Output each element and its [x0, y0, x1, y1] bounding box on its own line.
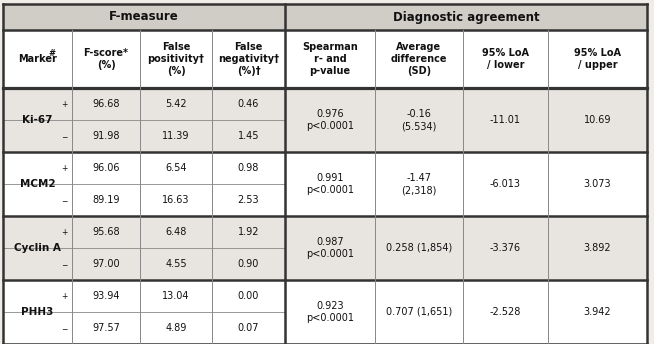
Text: 1.92: 1.92: [238, 227, 259, 237]
Text: 0.258 (1,854): 0.258 (1,854): [386, 243, 452, 253]
Text: -3.376: -3.376: [490, 243, 521, 253]
Text: 6.48: 6.48: [165, 227, 186, 237]
Bar: [3, 280, 647, 344]
Text: 97.57: 97.57: [92, 323, 120, 333]
Bar: [3, 4, 647, 30]
Bar: [3, 30, 647, 88]
Text: 0.90: 0.90: [238, 259, 259, 269]
Bar: [3, 216, 647, 280]
Text: 0.46: 0.46: [238, 99, 259, 109]
Text: 11.39: 11.39: [162, 131, 190, 141]
Text: -2.528: -2.528: [490, 307, 521, 317]
Text: 16.63: 16.63: [162, 195, 190, 205]
Text: 4.89: 4.89: [165, 323, 186, 333]
Text: Average
difference
(SD): Average difference (SD): [390, 42, 447, 76]
Bar: [3, 88, 647, 152]
Text: −: −: [61, 133, 68, 142]
Text: 0.991
p<0.0001: 0.991 p<0.0001: [306, 173, 354, 195]
Text: +: +: [61, 292, 68, 301]
Text: 3.892: 3.892: [583, 243, 611, 253]
Text: Diagnostic agreement: Diagnostic agreement: [392, 11, 540, 23]
Text: 91.98: 91.98: [92, 131, 120, 141]
Text: 0.923
p<0.0001: 0.923 p<0.0001: [306, 301, 354, 323]
Text: 96.06: 96.06: [92, 163, 120, 173]
Text: 95.68: 95.68: [92, 227, 120, 237]
Text: -6.013: -6.013: [490, 179, 521, 189]
Text: Cyclin A: Cyclin A: [14, 243, 61, 253]
Text: F-score*
(%): F-score* (%): [84, 48, 128, 70]
Text: 4.55: 4.55: [165, 259, 187, 269]
Text: −: −: [61, 325, 68, 334]
Text: 3.942: 3.942: [583, 307, 611, 317]
Text: 0.987
p<0.0001: 0.987 p<0.0001: [306, 237, 354, 259]
Text: #: #: [48, 49, 55, 57]
Text: False
positivity†
(%): False positivity† (%): [148, 42, 205, 76]
Text: 93.94: 93.94: [92, 291, 120, 301]
Text: 0.07: 0.07: [238, 323, 259, 333]
Text: 2.53: 2.53: [237, 195, 260, 205]
Text: 13.04: 13.04: [162, 291, 190, 301]
Text: 0.707 (1,651): 0.707 (1,651): [386, 307, 452, 317]
Text: Marker: Marker: [18, 54, 57, 64]
Bar: [3, 152, 647, 216]
Text: −: −: [61, 261, 68, 270]
Text: +: +: [61, 164, 68, 173]
Text: -11.01: -11.01: [490, 115, 521, 125]
Text: -1.47
(2,318): -1.47 (2,318): [402, 173, 437, 195]
Text: 6.54: 6.54: [165, 163, 187, 173]
Text: 0.98: 0.98: [238, 163, 259, 173]
Text: Ki-67: Ki-67: [22, 115, 53, 125]
Text: 97.00: 97.00: [92, 259, 120, 269]
Text: Spearman
r- and
p-value: Spearman r- and p-value: [302, 42, 358, 76]
Text: 0.976
p<0.0001: 0.976 p<0.0001: [306, 109, 354, 131]
Text: +: +: [61, 228, 68, 237]
Text: 10.69: 10.69: [584, 115, 611, 125]
Text: 89.19: 89.19: [92, 195, 120, 205]
Text: 1.45: 1.45: [238, 131, 259, 141]
Text: MCM2: MCM2: [20, 179, 56, 189]
Text: −: −: [61, 197, 68, 206]
Text: PHH3: PHH3: [22, 307, 54, 317]
Text: 0.00: 0.00: [238, 291, 259, 301]
Text: 3.073: 3.073: [583, 179, 611, 189]
Text: 95% LoA
/ lower: 95% LoA / lower: [482, 48, 529, 70]
Text: 96.68: 96.68: [92, 99, 120, 109]
Text: -0.16
(5.534): -0.16 (5.534): [402, 109, 437, 131]
Text: +: +: [61, 100, 68, 109]
Text: 5.42: 5.42: [165, 99, 187, 109]
Text: F-measure: F-measure: [109, 11, 179, 23]
Text: False
negativity†
(%)†: False negativity† (%)†: [218, 42, 279, 76]
Text: 95% LoA
/ upper: 95% LoA / upper: [574, 48, 621, 70]
